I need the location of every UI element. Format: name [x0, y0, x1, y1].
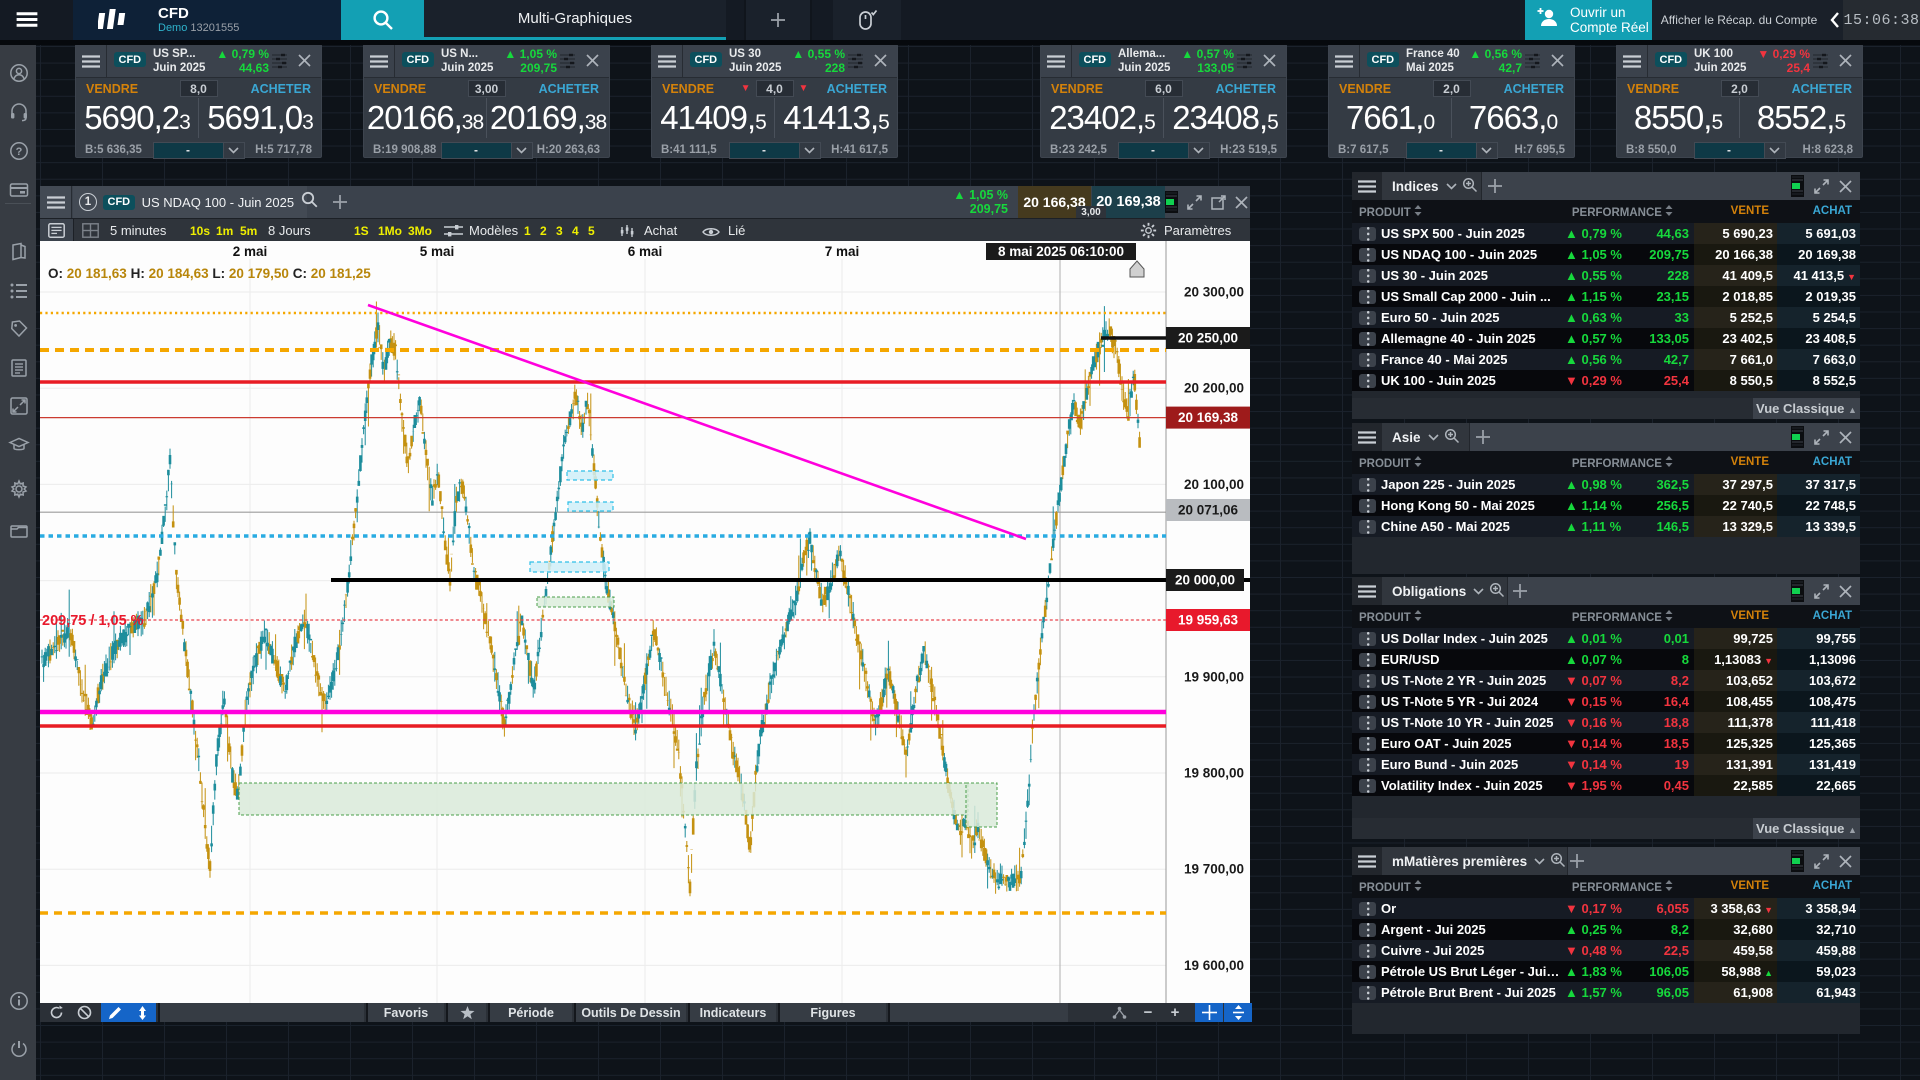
svg-text:20 300,00: 20 300,00 — [1184, 285, 1244, 300]
svg-text:7 mai: 7 mai — [825, 244, 860, 259]
svg-text:0: 0 — [1236, 573, 1244, 588]
svg-text:O: 20 181,63 H: 20 184,63: O: 20 181,63 H: 20 184,63 L: 20 179,50 C… — [48, 266, 371, 281]
svg-text:2 mai: 2 mai — [233, 244, 268, 259]
svg-text:20 200,00: 20 200,00 — [1184, 381, 1244, 396]
svg-text:20 000,00: 20 000,00 — [1175, 573, 1235, 588]
svg-text:19 700,00: 19 700,00 — [1184, 862, 1244, 877]
svg-text:19 800,00: 19 800,00 — [1184, 766, 1244, 781]
svg-text:5 mai: 5 mai — [420, 244, 455, 259]
svg-text:19 600,00: 19 600,00 — [1184, 958, 1244, 973]
svg-text:?: ? — [16, 146, 23, 158]
svg-text:19 959,63: 19 959,63 — [1178, 613, 1239, 628]
svg-text:20 169,38: 20 169,38 — [1178, 410, 1239, 425]
svg-text:20 100,00: 20 100,00 — [1184, 477, 1244, 492]
svg-text:6 mai: 6 mai — [628, 244, 663, 259]
svg-text:19 900,00: 19 900,00 — [1184, 669, 1244, 684]
svg-text:20 250,00: 20 250,00 — [1178, 331, 1238, 346]
svg-text:20 071,06: 20 071,06 — [1178, 503, 1239, 518]
svg-text:209,75 / 1,05 %: 209,75 / 1,05 % — [42, 613, 144, 629]
svg-text:8 mai 2025 06:10:00: 8 mai 2025 06:10:00 — [998, 244, 1124, 259]
